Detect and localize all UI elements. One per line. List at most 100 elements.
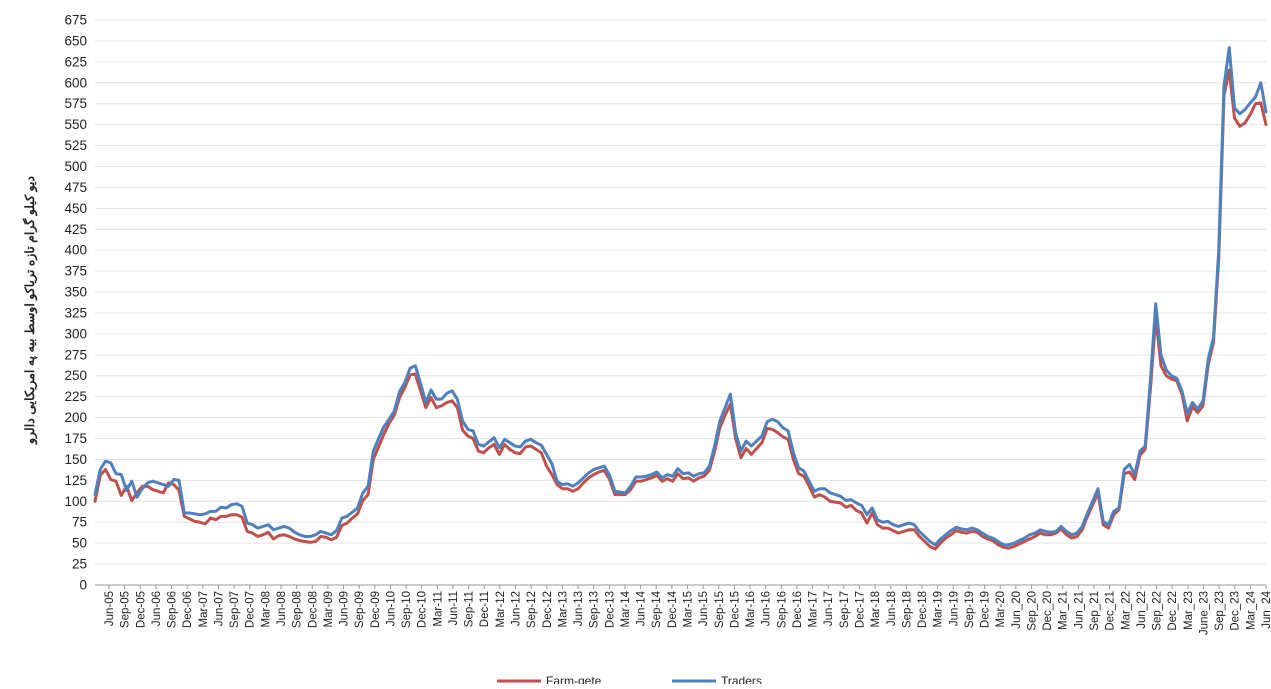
x-tick-label: Mar-19 bbox=[933, 591, 945, 627]
x-tick-label: Dec-17 bbox=[854, 591, 866, 628]
x-tick-label: Sep_21 bbox=[1089, 591, 1101, 631]
x-tick-label: Jun-18 bbox=[886, 591, 898, 626]
x-tick-label: Dec-08 bbox=[307, 591, 319, 628]
x-tick-label: Jun-08 bbox=[276, 591, 288, 626]
x-tick-label: Mar-14 bbox=[620, 590, 632, 627]
x-tick-label: Jun-14 bbox=[636, 590, 648, 626]
x-tick-label: Dec-11 bbox=[479, 591, 491, 627]
legend: Farm-gete Traders bbox=[497, 674, 762, 688]
y-tick-label: 125 bbox=[64, 473, 87, 488]
x-tick-label: Jun-06 bbox=[151, 591, 163, 626]
x-tick-label: Dec-13 bbox=[604, 591, 616, 628]
y-tick-label: 200 bbox=[64, 410, 87, 425]
y-tick-label: 500 bbox=[64, 159, 87, 174]
x-tick-label: Jun-07 bbox=[213, 591, 225, 626]
y-tick-label: 100 bbox=[64, 494, 87, 509]
x-tick-label: Jun-09 bbox=[339, 591, 351, 626]
x-tick-label: Sep_20 bbox=[1026, 591, 1038, 631]
x-tick-label: Jun_22 bbox=[1136, 591, 1148, 629]
x-tick-label: Mar-08 bbox=[260, 591, 272, 627]
x-tick-label: Dec-07 bbox=[245, 591, 257, 628]
x-tick-label: Sep-08 bbox=[292, 591, 304, 628]
x-tick-label: Mar-11 bbox=[432, 591, 444, 627]
x-tick-label: Dec-05 bbox=[135, 591, 147, 628]
y-tick-label: 600 bbox=[64, 75, 87, 90]
y-tick-label: 650 bbox=[64, 33, 87, 48]
x-tick-label: Dec-09 bbox=[370, 591, 382, 628]
x-tick-label: Dec_22 bbox=[1167, 591, 1179, 631]
legend-label: Traders bbox=[721, 674, 762, 684]
y-tick-label: 425 bbox=[64, 222, 87, 237]
x-tick-label: Dec_21 bbox=[1105, 591, 1117, 631]
x-tick-label: Dec-12 bbox=[542, 591, 554, 628]
x-tick-label: Jun-12 bbox=[511, 591, 523, 626]
x-tick-label: Jun-17 bbox=[823, 591, 835, 626]
x-tick-label: Mar-17 bbox=[808, 591, 820, 627]
x-tick-label: Mar_24 bbox=[1245, 590, 1257, 630]
axes bbox=[95, 584, 1267, 589]
x-tick-label: Sep-12 bbox=[526, 591, 538, 628]
y-tick-label: 550 bbox=[64, 117, 87, 132]
x-tick-label: Sep_22 bbox=[1152, 591, 1164, 631]
x-tick-label: Jun-16 bbox=[761, 591, 773, 626]
x-tick-label: Sep-07 bbox=[229, 591, 241, 628]
x-tick-label: Dec_23 bbox=[1230, 591, 1242, 631]
y-tick-label: 50 bbox=[72, 536, 87, 551]
x-tick-label: Dec-10 bbox=[417, 591, 429, 628]
x-tick-label: Sep_23 bbox=[1214, 591, 1226, 631]
y-tick-label: 325 bbox=[64, 305, 87, 320]
x-tick-label: Mar-12 bbox=[495, 591, 507, 627]
y-axis-tick-labels: 0 25 50 75 100 125 150 175 200 225 250 275 300 325 350… bbox=[64, 13, 87, 593]
x-tick-label: Sep-09 bbox=[354, 591, 366, 628]
x-tick-label: Sep-11 bbox=[464, 591, 476, 627]
x-tick-label: Mar-16 bbox=[745, 591, 757, 627]
y-tick-label: 625 bbox=[64, 54, 87, 69]
x-tick-label: Sep-13 bbox=[589, 591, 601, 628]
x-tick-label: Dec-16 bbox=[792, 591, 804, 628]
y-tick-label: 675 bbox=[64, 13, 87, 28]
x-tick-label: Sep-17 bbox=[839, 591, 851, 628]
x-tick-label: Mar_21 bbox=[1058, 591, 1070, 630]
x-tick-label: Sep-05 bbox=[120, 591, 132, 628]
y-tick-label: 225 bbox=[64, 389, 87, 404]
x-tick-label: Sep-18 bbox=[901, 591, 913, 628]
y-axis-title: دیو کیلو گرام تازه تریاکو اوسط بیه په ام… bbox=[21, 176, 38, 445]
x-tick-label: Mar-09 bbox=[323, 591, 335, 627]
series-line-traders bbox=[93, 46, 1268, 547]
x-tick-label: Mar_22 bbox=[1120, 591, 1132, 630]
y-tick-label: 275 bbox=[64, 347, 87, 362]
x-tick-label: Jun-13 bbox=[573, 591, 585, 626]
x-tick-label: Dec-18 bbox=[917, 591, 929, 628]
y-tick-label: 75 bbox=[72, 515, 87, 530]
x-tick-label: Dec-15 bbox=[729, 591, 741, 628]
x-tick-label: Mar_23 bbox=[1183, 591, 1195, 630]
x-tick-label: Jun-05 bbox=[104, 591, 116, 626]
series-line-farm-gete bbox=[93, 68, 1268, 551]
x-tick-label: Sep-06 bbox=[167, 591, 179, 628]
x-tick-label: Jun-15 bbox=[698, 591, 710, 626]
x-tick-label: Sep-16 bbox=[776, 591, 788, 628]
x-tick-label: Jun_20 bbox=[1011, 591, 1023, 629]
x-tick-label: Mar-18 bbox=[870, 591, 882, 627]
x-tick-label: Mar-15 bbox=[683, 591, 695, 627]
x-tick-label: Sep-10 bbox=[401, 591, 413, 628]
y-tick-label: 375 bbox=[64, 264, 87, 279]
x-tick-label: Jun-11 bbox=[448, 591, 460, 625]
x-tick-label: June_23 bbox=[1198, 591, 1210, 635]
y-tick-label: 0 bbox=[79, 578, 87, 593]
x-tick-label: Jun_21 bbox=[1073, 591, 1085, 629]
x-tick-label: Sep-19 bbox=[964, 591, 976, 628]
x-tick-label: Dec-14 bbox=[667, 590, 679, 628]
gridlines bbox=[95, 19, 1266, 565]
x-tick-label: Mar-07 bbox=[198, 591, 210, 627]
y-tick-label: 400 bbox=[64, 243, 87, 258]
legend-label: Farm-gete bbox=[546, 674, 602, 684]
y-tick-label: 350 bbox=[64, 285, 87, 300]
y-tick-label: 575 bbox=[64, 96, 87, 111]
x-tick-label: Jun_24 bbox=[1261, 590, 1271, 628]
y-tick-label: 250 bbox=[64, 368, 87, 383]
x-tick-label: Dec-19 bbox=[980, 591, 992, 628]
y-tick-label: 175 bbox=[64, 431, 87, 446]
